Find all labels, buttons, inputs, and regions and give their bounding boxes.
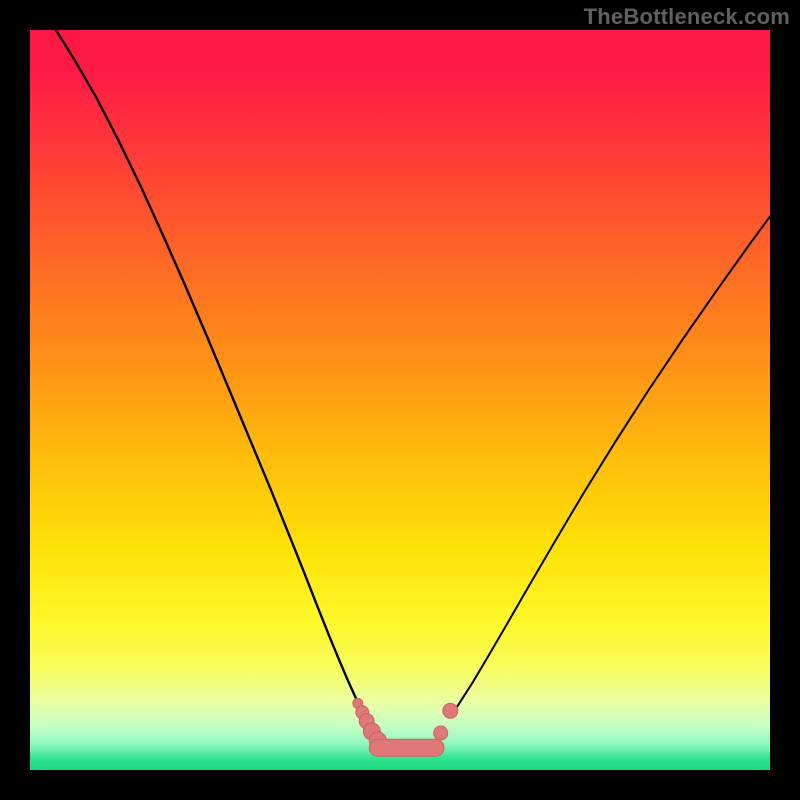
plot-area	[30, 30, 770, 770]
gradient-background	[30, 30, 770, 770]
marker-dot	[434, 726, 448, 740]
marker-flat-segment	[369, 739, 444, 756]
marker-dot	[443, 703, 458, 718]
chart-frame: TheBottleneck.com	[0, 0, 800, 800]
plot-svg	[30, 30, 770, 770]
watermark-text: TheBottleneck.com	[584, 4, 790, 30]
